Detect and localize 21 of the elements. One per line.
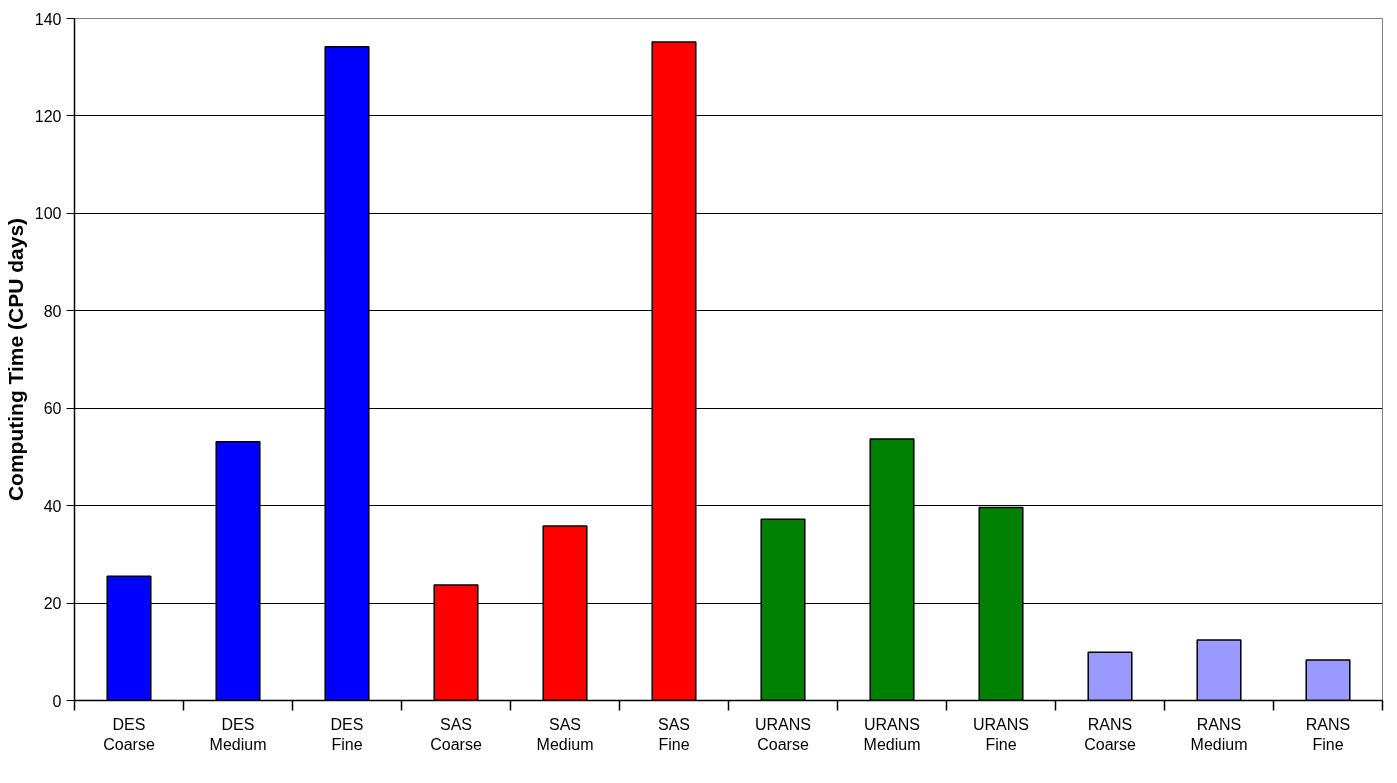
y-tick-label: 60: [43, 400, 62, 418]
x-tick-label: DES Medium: [209, 715, 267, 753]
x-tick-label: RANS Coarse: [1084, 715, 1136, 753]
x-tick-label: SAS Medium: [536, 715, 594, 753]
x-tick-label: RANS Fine: [1305, 715, 1351, 753]
x-tick-label: SAS Coarse: [430, 715, 482, 753]
y-tick-label: 20: [43, 595, 62, 613]
y-tick-label: 0: [52, 692, 62, 710]
x-tick-label: URANS Fine: [973, 715, 1030, 753]
x-tick-label: SAS Fine: [657, 715, 691, 753]
y-tick-label: 140: [34, 10, 62, 28]
y-tick-label: 80: [43, 302, 62, 320]
x-tick-label: RANS Medium: [1190, 715, 1248, 753]
x-tick-label: DES Coarse: [103, 715, 155, 753]
y-tick-label: 40: [43, 497, 62, 515]
y-axis-title: Computing Time (CPU days): [3, 217, 27, 502]
y-tick-label: 120: [34, 107, 62, 125]
y-tick-label: 100: [34, 205, 62, 223]
x-tick-label: URANS Medium: [863, 715, 921, 753]
x-tick-label: DES Fine: [330, 715, 364, 753]
x-tick-label: URANS Coarse: [755, 715, 812, 753]
